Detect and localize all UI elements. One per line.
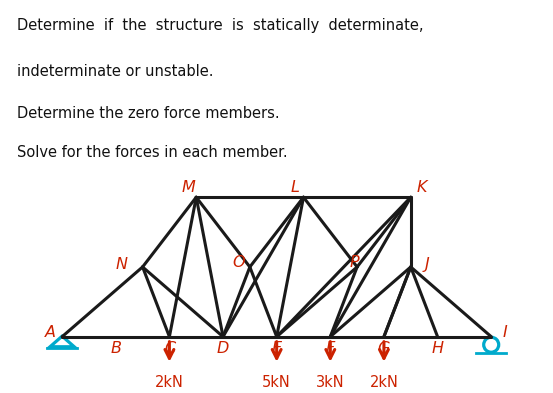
Text: D: D: [217, 341, 229, 356]
Text: F: F: [326, 341, 335, 356]
Text: I: I: [502, 325, 507, 340]
Text: J: J: [425, 257, 429, 272]
Text: K: K: [416, 180, 427, 195]
Text: B: B: [110, 341, 121, 356]
Text: G: G: [378, 341, 390, 356]
Text: L: L: [291, 180, 300, 195]
Text: 3kN: 3kN: [316, 375, 345, 390]
Text: O: O: [233, 255, 246, 270]
Text: 2kN: 2kN: [155, 375, 184, 390]
Text: Determine  if  the  structure  is  statically  determinate,: Determine if the structure is statically…: [17, 18, 423, 33]
Text: N: N: [115, 257, 127, 272]
Text: P: P: [349, 255, 359, 270]
Text: 2kN: 2kN: [369, 375, 398, 390]
Text: Solve for the forces in each member.: Solve for the forces in each member.: [17, 145, 287, 160]
Text: C: C: [164, 341, 175, 356]
Text: H: H: [431, 341, 444, 356]
Text: 5kN: 5kN: [262, 375, 291, 390]
Text: E: E: [272, 341, 281, 356]
Text: M: M: [181, 180, 195, 195]
Text: indeterminate or unstable.: indeterminate or unstable.: [17, 64, 213, 79]
Text: Determine the zero force members.: Determine the zero force members.: [17, 106, 279, 121]
Text: A: A: [45, 325, 56, 340]
